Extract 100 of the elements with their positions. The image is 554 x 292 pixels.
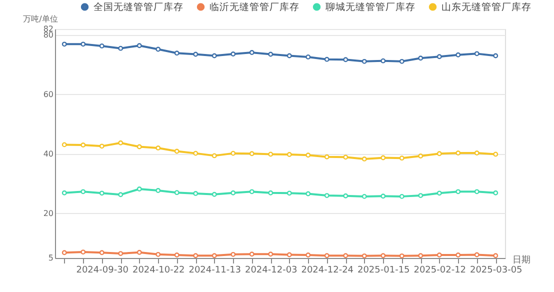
point (456, 252, 461, 258)
point (99, 190, 104, 196)
point (136, 186, 142, 192)
point (418, 253, 424, 258)
point (399, 253, 404, 258)
point (306, 191, 311, 196)
point (156, 188, 161, 193)
point (362, 156, 367, 162)
point (268, 190, 274, 196)
point (80, 250, 86, 255)
point (118, 192, 124, 198)
x-tick-label: 2024-12-03 (244, 266, 298, 276)
x-tick-label: 2025-01-15 (357, 266, 410, 276)
point (212, 153, 217, 158)
point (286, 53, 292, 58)
point (99, 250, 104, 256)
point (193, 253, 198, 258)
point (80, 142, 86, 148)
point (62, 42, 67, 47)
point (230, 190, 236, 196)
point (380, 194, 386, 199)
point (474, 252, 480, 258)
legend-label: 全国无缝管管厂库存 (94, 0, 184, 13)
point (249, 252, 254, 257)
point (136, 144, 142, 150)
point (362, 58, 367, 64)
point (418, 154, 424, 158)
point (418, 193, 424, 198)
point (306, 54, 311, 60)
y-tick-label: 20 (43, 208, 54, 218)
point (268, 252, 274, 257)
point (456, 52, 461, 58)
point (362, 253, 367, 258)
point (230, 52, 236, 56)
point (474, 51, 480, 56)
point (324, 193, 330, 198)
point (118, 140, 124, 146)
point (436, 54, 442, 60)
point (99, 43, 104, 48)
point (99, 144, 104, 149)
point (362, 194, 367, 199)
point (418, 56, 424, 61)
point (193, 190, 198, 196)
legend-label: 山东无缝管管厂库存 (442, 0, 532, 13)
point (474, 189, 480, 194)
legend-label: 聊城无缝管管厂库存 (326, 0, 416, 13)
point (493, 190, 498, 196)
point (174, 148, 180, 154)
point (456, 189, 461, 194)
point (324, 154, 330, 160)
x-tick-label: 2024-10-22 (132, 266, 185, 276)
x-tick-label: 2024-11-13 (188, 266, 242, 276)
point (174, 252, 180, 258)
point (324, 253, 330, 258)
legend-label: 临沂无缝管管厂库存 (210, 0, 300, 13)
point (268, 152, 274, 157)
point (436, 151, 442, 156)
point (324, 56, 330, 62)
point (399, 58, 404, 64)
y-tick-label: 60 (43, 90, 54, 99)
point (156, 252, 161, 257)
point (306, 252, 311, 258)
y-tick-label: 40 (43, 149, 54, 158)
point (118, 46, 124, 51)
x-axis-title: 日期 (512, 254, 530, 266)
point (493, 152, 498, 157)
point (249, 50, 254, 55)
point (212, 192, 217, 197)
point (380, 58, 386, 64)
point (493, 253, 498, 258)
point (193, 52, 198, 57)
point (80, 42, 86, 47)
point (174, 50, 180, 56)
point (343, 154, 348, 160)
point (286, 190, 292, 196)
point (230, 252, 236, 257)
point (399, 194, 404, 199)
point (62, 142, 67, 148)
point (249, 189, 254, 194)
point (249, 151, 254, 156)
point (286, 152, 292, 157)
point (230, 150, 236, 156)
point (343, 193, 348, 198)
x-tick-label: 2025-02-12 (414, 266, 466, 276)
point (286, 252, 292, 258)
point (156, 46, 161, 52)
point (380, 155, 386, 160)
point (380, 253, 386, 258)
point (62, 250, 67, 256)
point (212, 253, 217, 258)
point (474, 150, 480, 156)
x-tick-label: 2024-09-30 (76, 266, 129, 276)
point (80, 189, 86, 194)
point (436, 190, 442, 196)
x-tick-label: 2024-12-24 (301, 266, 354, 276)
point (156, 145, 161, 150)
point (62, 190, 67, 196)
point (212, 53, 217, 58)
point (268, 52, 274, 57)
point (399, 156, 404, 161)
